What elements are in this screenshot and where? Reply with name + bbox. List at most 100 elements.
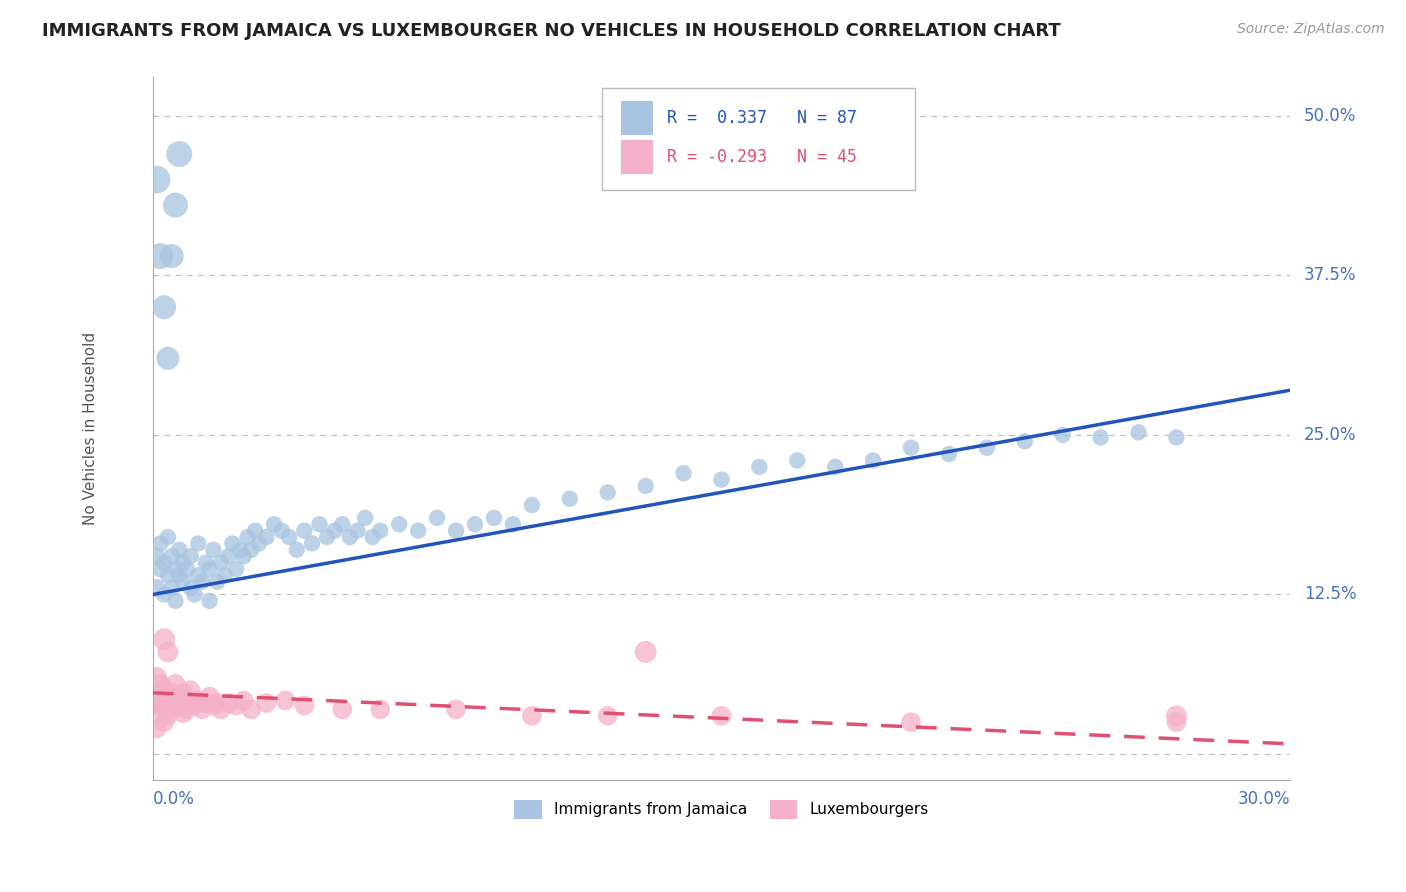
Point (240, 542, 263, 557)
Point (160, 686, 183, 700)
Point (149, 690, 172, 704)
Point (183, 587, 205, 601)
Point (900, 441, 922, 455)
Point (145, 696, 167, 710)
Point (187, 693, 209, 707)
Text: 37.5%: 37.5% (1303, 267, 1357, 285)
Point (596, 485, 619, 500)
Point (172, 706, 194, 721)
Point (187, 568, 209, 582)
FancyBboxPatch shape (621, 140, 654, 174)
Point (824, 459, 846, 474)
Point (748, 459, 770, 474)
Text: Source: ZipAtlas.com: Source: ZipAtlas.com (1237, 22, 1385, 37)
Point (406, 524, 429, 538)
Point (256, 530, 278, 544)
Text: No Vehicles in Household: No Vehicles in Household (83, 332, 97, 525)
Point (229, 542, 252, 557)
Point (236, 530, 259, 544)
Point (1166, 708, 1188, 723)
Point (862, 453, 884, 467)
Point (225, 562, 247, 576)
Point (1052, 428, 1074, 442)
Point (388, 517, 411, 532)
Point (145, 581, 167, 595)
Point (710, 708, 733, 723)
Point (232, 693, 254, 707)
Point (710, 473, 733, 487)
Point (156, 351, 179, 366)
Point (346, 524, 368, 538)
Point (361, 530, 384, 544)
Point (169, 698, 191, 713)
Point (160, 581, 183, 595)
Point (149, 702, 172, 716)
Point (153, 632, 176, 647)
Point (156, 693, 179, 707)
Point (165, 198, 187, 212)
Point (285, 542, 308, 557)
Point (149, 677, 172, 691)
Point (183, 698, 205, 713)
Point (156, 530, 179, 544)
Point (149, 536, 172, 550)
Point (153, 715, 176, 730)
Point (180, 683, 202, 698)
Point (247, 536, 270, 550)
Point (596, 708, 619, 723)
Point (339, 530, 361, 544)
Point (232, 549, 254, 564)
Point (209, 556, 232, 570)
Text: 50.0%: 50.0% (1303, 107, 1357, 125)
Text: 30.0%: 30.0% (1237, 789, 1291, 808)
Point (520, 708, 543, 723)
Point (464, 517, 486, 532)
FancyBboxPatch shape (621, 102, 654, 135)
Text: IMMIGRANTS FROM JAMAICA VS LUXEMBOURGER NO VEHICLES IN HOUSEHOLD CORRELATION CHA: IMMIGRANTS FROM JAMAICA VS LUXEMBOURGER … (42, 22, 1062, 40)
Point (444, 702, 467, 716)
Point (263, 517, 285, 532)
Point (786, 453, 808, 467)
Point (292, 698, 315, 713)
Text: 25.0%: 25.0% (1303, 425, 1357, 444)
Point (218, 696, 240, 710)
Point (160, 702, 183, 716)
Point (180, 549, 202, 564)
Point (240, 702, 263, 716)
Point (198, 562, 221, 576)
Point (187, 536, 209, 550)
Point (221, 536, 243, 550)
Point (191, 702, 214, 716)
Point (169, 690, 191, 704)
Point (180, 581, 202, 595)
Point (634, 645, 657, 659)
Point (672, 467, 695, 481)
Point (191, 574, 214, 589)
Text: R = -0.293   N = 45: R = -0.293 N = 45 (666, 148, 856, 166)
Point (198, 690, 221, 704)
Point (160, 549, 183, 564)
Point (153, 698, 176, 713)
FancyBboxPatch shape (602, 88, 915, 190)
Point (316, 530, 339, 544)
Point (156, 708, 179, 723)
Point (153, 556, 176, 570)
Point (172, 556, 194, 570)
Point (270, 524, 292, 538)
Point (292, 524, 315, 538)
Point (153, 587, 176, 601)
Point (558, 491, 581, 506)
Point (218, 549, 240, 564)
Point (634, 479, 657, 493)
Text: 0.0%: 0.0% (153, 789, 194, 808)
Point (330, 702, 353, 716)
Text: 12.5%: 12.5% (1303, 585, 1357, 604)
Point (205, 696, 228, 710)
Point (165, 696, 187, 710)
Point (368, 702, 391, 716)
Point (1166, 715, 1188, 730)
Point (1090, 430, 1112, 444)
Point (426, 511, 449, 525)
Point (274, 693, 297, 707)
Point (205, 574, 228, 589)
